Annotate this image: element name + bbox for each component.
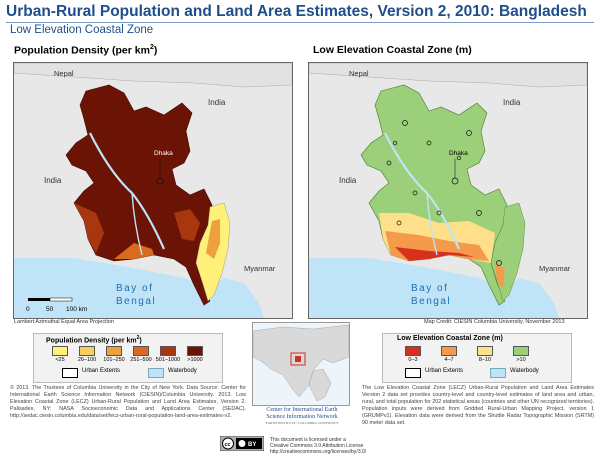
density-class-swatch — [160, 346, 176, 356]
title-rule — [6, 22, 594, 23]
license-line2: Creative Commons 3.0 Attribution License — [270, 443, 364, 449]
urban-extents-swatch-left — [62, 368, 78, 378]
scale-0: 0 — [26, 306, 30, 313]
left-map-title-sup: 2 — [149, 44, 154, 51]
page-subtitle: Low Elevation Coastal Zone — [10, 24, 154, 36]
density-class-swatch — [106, 346, 122, 356]
ciesin-line2: Science Information Network — [266, 414, 338, 420]
locator-inset-map — [252, 322, 350, 406]
left-legend-title-text: Population Density (per km — [46, 337, 137, 345]
label-india-w-right: India — [339, 176, 357, 185]
label-myanmar-right: Myanmar — [539, 264, 571, 273]
elevation-class-swatch-label: 8–10 — [478, 357, 492, 363]
scale-100: 100 km — [66, 306, 87, 313]
label-dhaka: Dhaka — [154, 150, 173, 157]
map-credit: Map Credit: CIESIN Columbia University, … — [424, 319, 565, 325]
scale-50: 50 — [46, 306, 54, 313]
label-nepal: Nepal — [54, 69, 74, 78]
right-map-title: Low Elevation Coastal Zone (m) — [313, 44, 472, 56]
label-india-w: India — [44, 176, 62, 185]
label-nepal-right: Nepal — [349, 69, 369, 78]
label-india-ne-right: India — [503, 98, 521, 107]
density-class-swatch — [187, 346, 203, 356]
label-bay-2: Bengal — [116, 296, 156, 307]
density-class-swatch-label: >1000 — [187, 357, 203, 363]
cc-by-badge: cc BY — [219, 435, 265, 456]
density-class-swatch — [52, 346, 68, 356]
page-title: Urban-Rural Population and Land Area Est… — [6, 3, 587, 20]
copyright-note: © 2013. The Trustees of Columbia Univers… — [10, 385, 246, 419]
elevation-class-swatch — [477, 346, 493, 356]
label-india-ne: India — [208, 98, 226, 107]
ciesin-line1: Center for International Earth — [266, 407, 338, 413]
density-class-swatch — [133, 346, 149, 356]
label-bay-1-right: Bay of — [411, 283, 448, 294]
waterbody-label-left: Waterbody — [168, 368, 197, 374]
left-map-title-end: ) — [153, 44, 158, 57]
density-class-swatch-label: 251–500 — [130, 357, 152, 363]
elevation-class-swatch — [513, 346, 529, 356]
urban-extents-label-left: Urban Extents — [82, 368, 121, 374]
urban-extents-label-right: Urban Extents — [425, 368, 464, 374]
density-class-swatch-label: 26–100 — [77, 357, 97, 363]
left-legend-title-sup: 2 — [136, 335, 140, 341]
elevation-class-swatch — [405, 346, 421, 356]
urban-extents-swatch-right — [405, 368, 421, 378]
elevation-class-swatch-label: 4–7 — [444, 357, 454, 363]
label-bay-2-right: Bengal — [411, 296, 451, 307]
elevation-class-swatch-label: >10 — [516, 357, 526, 363]
label-myanmar: Myanmar — [244, 264, 276, 273]
density-class-swatch-label: <25 — [55, 357, 65, 363]
ciesin-line3: EARTH INSTITUTE | COLUMBIA UNIVERSITY — [265, 421, 339, 425]
elevation-class-swatch-label: 0–3 — [408, 357, 418, 363]
lecz-map: Nepal India India Myanmar Dhaka Bay of B… — [308, 62, 588, 319]
svg-text:cc: cc — [225, 442, 231, 448]
label-dhaka-right: Dhaka — [449, 150, 468, 157]
right-legend-title: Low Elevation Coastal Zone (m) — [397, 335, 503, 342]
density-class-swatch-label: 501–1000 — [155, 357, 181, 363]
waterbody-label-right: Waterbody — [510, 368, 539, 374]
left-map-title: Population Density (per km2) — [14, 44, 157, 57]
license-text: This document is licensed under a Creati… — [270, 437, 366, 455]
left-legend-title: Population Density (per km2) — [46, 335, 142, 344]
license-line3: http://creativecommons.org/licenses/by/3… — [270, 449, 367, 455]
waterbody-swatch-right — [490, 368, 506, 378]
ciesin-logo: Center for International Earth Science I… — [247, 407, 357, 425]
description-note: The Low Elevation Coastal Zone (LECZ) Ur… — [362, 385, 594, 426]
waterbody-swatch-left — [148, 368, 164, 378]
label-bay-1: Bay of — [116, 283, 153, 294]
population-density-map: Nepal India India Myanmar Dhaka Bay of B… — [13, 62, 293, 319]
density-class-swatch-label: 101–250 — [103, 357, 125, 363]
elevation-class-swatch — [441, 346, 457, 356]
license-line1: This document is licensed under a — [270, 437, 346, 443]
svg-text:BY: BY — [248, 442, 256, 448]
left-map-title-text: Population Density (per km — [14, 44, 150, 57]
density-class-swatch — [79, 346, 95, 356]
left-legend-title-end: ) — [139, 337, 142, 345]
projection-credit: Lambert Azimuthal Equal Area Projection — [14, 319, 114, 325]
